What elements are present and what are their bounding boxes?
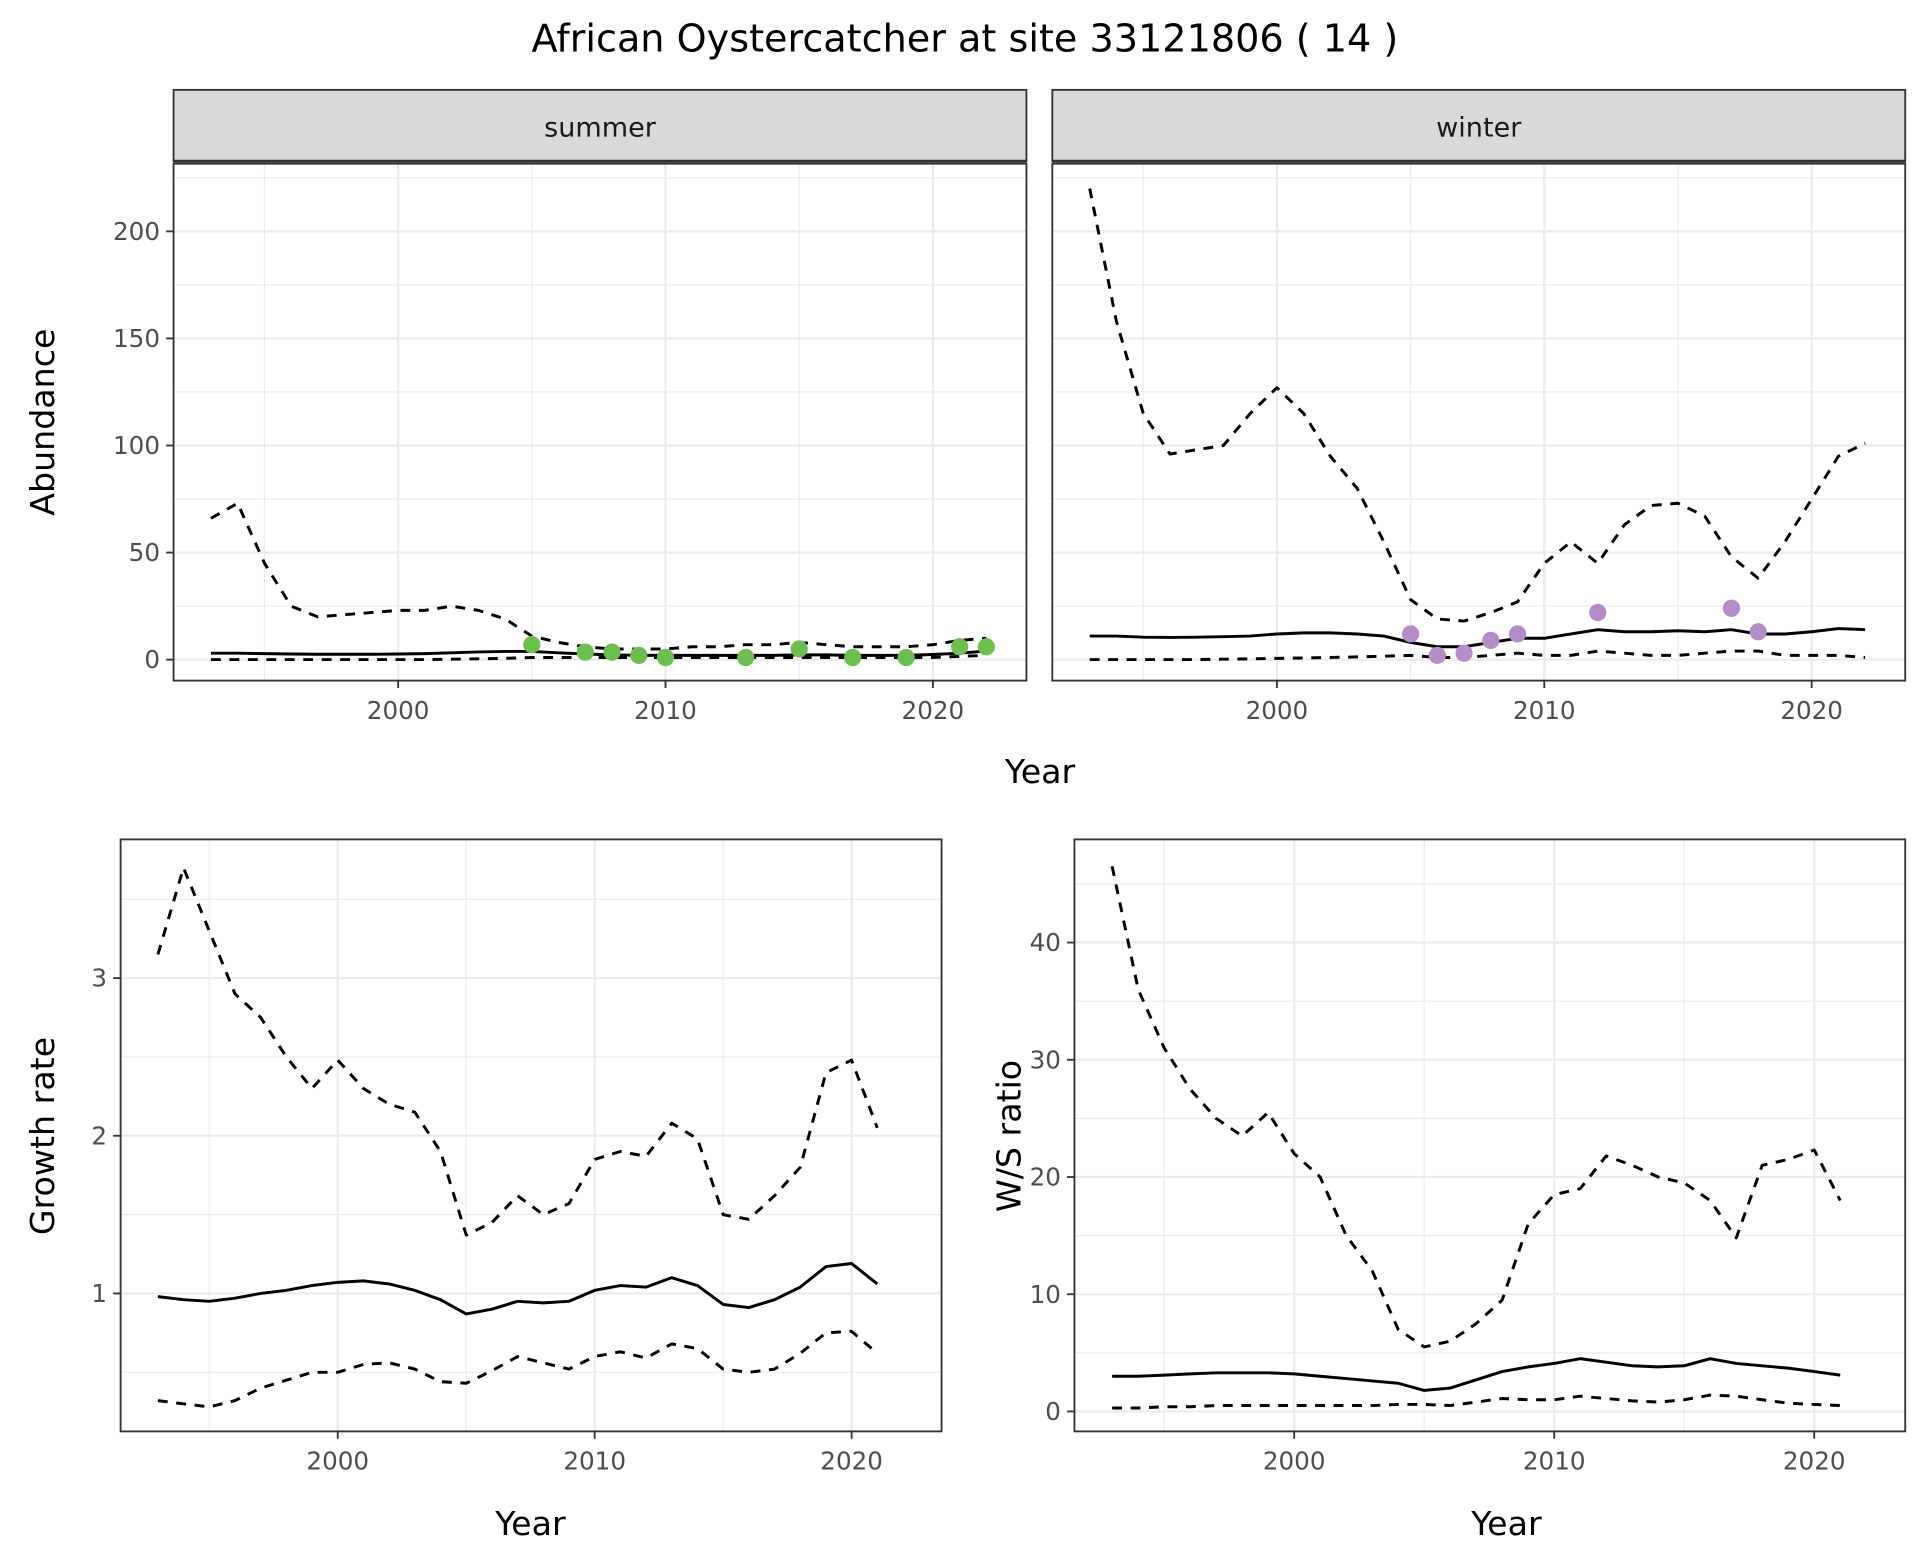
summer-y-tick-label: 0: [144, 645, 160, 674]
growth-panel: 2000 2010 2020 1 2 3: [91, 838, 943, 1476]
winter-data-point: [1722, 599, 1741, 617]
winter-data-point: [1508, 625, 1527, 643]
summer-data-point: [656, 648, 675, 667]
growth-y-label: Growth rate: [23, 1037, 62, 1235]
summer-panel-border: [172, 162, 1028, 682]
winter-mean-line: [1089, 627, 1866, 649]
ws-y-tick-label: 40: [1030, 928, 1061, 957]
ws-mean-line: [1112, 1357, 1841, 1392]
winter-x-tick-label: 2010: [1513, 696, 1576, 725]
summer-y-tick-label: 200: [113, 217, 160, 246]
ws-upper-line: [1110, 866, 1842, 1349]
ws-y-tick-label: 0: [1045, 1397, 1061, 1426]
summer-data-point: [737, 648, 755, 667]
growth-x-tick-label: 2020: [820, 1447, 883, 1476]
summer-data-point: [951, 638, 969, 656]
ws-x-label: Year: [1470, 1504, 1542, 1543]
winter-data-point: [1589, 603, 1607, 622]
winter-x-tick-label: 2000: [1246, 696, 1309, 725]
summer-x-tick-label: 2010: [634, 696, 697, 725]
growth-x-label: Year: [494, 1504, 566, 1543]
winter-strip: [1051, 88, 1907, 163]
winter-x-tick-label: 2020: [1780, 696, 1843, 725]
ws-y-tick-label: 20: [1030, 1163, 1061, 1192]
summer-strip-label: summer: [544, 113, 657, 144]
growth-mean-line: [157, 1262, 879, 1316]
summer-strip: [172, 88, 1028, 163]
growth-x-tick-label: 2000: [306, 1447, 369, 1476]
winter-data-point: [1749, 623, 1767, 641]
winter-plot-bg: [1052, 163, 1906, 681]
summer-data-point: [844, 648, 862, 667]
growth-y-tick-label: 3: [91, 964, 107, 993]
winter-data-point: [1482, 631, 1500, 649]
summer-data-point: [576, 643, 594, 661]
growth-lower-line: [157, 1329, 879, 1409]
summer-x-tick-label: 2020: [902, 696, 965, 725]
ws-x-tick-label: 2010: [1523, 1447, 1586, 1476]
ws-y-tick-label: 30: [1030, 1045, 1061, 1074]
winter-lower-line: [1089, 649, 1866, 662]
abundance-x-label: Year: [1004, 752, 1076, 791]
ws-y-label: W/S ratio: [989, 1060, 1028, 1212]
winter-panel-border: [1051, 162, 1907, 682]
summer-y-tick-label: 50: [129, 538, 160, 567]
summer-data-point: [630, 646, 648, 664]
abundance-y-label: Abundance: [23, 329, 62, 516]
summer-data-point: [523, 636, 541, 654]
growth-upper-line: [156, 866, 879, 1237]
ws-panel: 2000 2010 2020 0 10 20 30 40: [1030, 838, 1907, 1476]
winter-data-point: [1428, 646, 1446, 664]
summer-y-tick-label: 100: [113, 431, 160, 460]
winter-panel: 2000 2010 2020 winter: [1051, 88, 1907, 725]
summer-data-point: [897, 648, 915, 667]
summer-data-point: [977, 638, 995, 656]
ws-panel-border: [1073, 838, 1907, 1433]
ws-plot-bg: [1074, 839, 1906, 1432]
ws-y-tick-label: 10: [1030, 1280, 1061, 1309]
growth-y-tick-label: 2: [91, 1121, 107, 1150]
winter-data-point: [1401, 625, 1420, 643]
ws-x-tick-label: 2000: [1263, 1447, 1326, 1476]
summer-plot-bg: [173, 163, 1027, 681]
ws-x-tick-label: 2020: [1783, 1447, 1846, 1476]
summer-y-tick-label: 150: [113, 324, 160, 353]
winter-upper-line: [1088, 188, 1866, 623]
summer-panel: 2000 2010 2020 0 50 100 150 200 summer: [113, 88, 1028, 725]
figure-title: African Oystercatcher at site 33121806 (…: [532, 17, 1399, 61]
winter-strip-label: winter: [1436, 113, 1522, 144]
summer-upper-line: [210, 501, 987, 651]
summer-data-point: [603, 643, 621, 661]
summer-data-point: [790, 640, 808, 658]
summer-x-tick-label: 2000: [367, 696, 430, 725]
growth-y-tick-label: 1: [91, 1279, 107, 1308]
winter-data-point: [1455, 644, 1473, 662]
growth-x-tick-label: 2010: [563, 1447, 626, 1476]
